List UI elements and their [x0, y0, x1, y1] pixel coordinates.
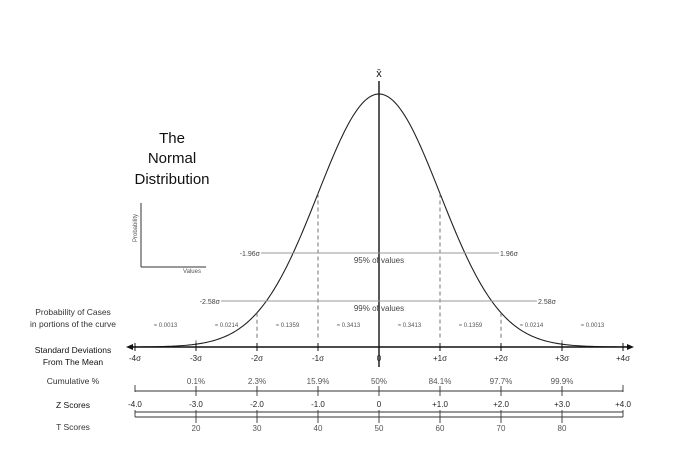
z-row-label: Z Scores [56, 400, 90, 410]
prob-value: ≈ 0.1359 [459, 323, 483, 329]
z-label: -4.0 [128, 400, 142, 409]
z-label: +4.0 [615, 400, 631, 409]
prob-value: ≈ 0.0013 [154, 323, 178, 329]
t-label: 50 [375, 424, 384, 433]
mini-axes-icon: Probability Values [133, 203, 206, 275]
prob-value: ≈ 0.3413 [398, 323, 422, 329]
sd-tick-label: 0 [377, 354, 382, 363]
sd-tick-label: +1σ [433, 354, 447, 363]
prob-value: ≈ 0.3413 [337, 323, 361, 329]
ci99-label: 99% of values [354, 304, 404, 313]
z-label: -1.0 [311, 400, 325, 409]
prob-value: ≈ 0.0013 [581, 323, 605, 329]
cum-label: 99.9% [551, 377, 574, 386]
t-label: 60 [436, 424, 445, 433]
t-row: 20 30 40 50 60 70 80 [135, 416, 623, 433]
sigma-dashed-lines [195, 193, 563, 345]
z-label: +2.0 [493, 400, 509, 409]
t-row-label: T Scores [56, 422, 90, 432]
mini-y-label: Probability [133, 214, 139, 242]
mean-symbol: x̄ [376, 68, 382, 80]
z-label: -2.0 [250, 400, 264, 409]
cum-label: 15.9% [307, 377, 330, 386]
sd-ticks: -4σ -3σ -2σ -1σ 0 +1σ +2σ +3σ +4σ [129, 343, 630, 363]
sd-axis-left-arrow [126, 344, 133, 350]
prob-row-label-2: in portions of the curve [30, 319, 116, 329]
cum-row-label: Cumulative % [47, 376, 100, 386]
prob-row-label-1: Probability of Cases [35, 307, 111, 317]
ci95-left-label: -1.96σ [240, 251, 261, 258]
z-label: -3.0 [189, 400, 203, 409]
sd-tick-label: -4σ [129, 354, 141, 363]
t-label: 40 [314, 424, 323, 433]
sd-tick-label: +2σ [494, 354, 508, 363]
ci95-right-label: 1.96σ [500, 251, 519, 258]
cum-label: 0.1% [187, 377, 205, 386]
cum-row: 0.1% 2.3% 15.9% 50% 84.1% 97.7% 99.9% [134, 377, 624, 396]
title-line-3: Distribution [134, 171, 209, 188]
ci99-left-label: -2.58σ [200, 299, 221, 306]
prob-values: ≈ 0.0013 ≈ 0.0214 ≈ 0.1359 ≈ 0.3413 ≈ 0.3413… [154, 323, 605, 329]
sd-tick-label: -3σ [190, 354, 202, 363]
mini-x-label: Values [183, 269, 201, 275]
sd-tick-label: -2σ [251, 354, 263, 363]
prob-value: ≈ 0.1359 [276, 323, 300, 329]
t-label: 30 [253, 424, 262, 433]
cum-label: 50% [371, 377, 387, 386]
z-row: -4.0 -3.0 -2.0 -1.0 0 +1.0 +2.0 +3.0 +4.0 [128, 400, 631, 417]
sd-row-label-1: Standard Deviations [35, 345, 112, 355]
sd-tick-label: +4σ [616, 354, 630, 363]
prob-value: ≈ 0.0214 [520, 323, 544, 329]
z-label: +1.0 [432, 400, 448, 409]
z-label: 0 [377, 400, 382, 409]
cum-label: 84.1% [429, 377, 452, 386]
sd-axis-right-arrow [627, 344, 634, 350]
cum-label: 97.7% [490, 377, 513, 386]
z-label: +3.0 [554, 400, 570, 409]
prob-value: ≈ 0.0214 [215, 323, 239, 329]
sd-tick-label: +3σ [555, 354, 569, 363]
ci99-right-label: 2.58σ [538, 299, 557, 306]
sd-row-label-2: From The Mean [43, 357, 104, 367]
t-label: 80 [558, 424, 567, 433]
title-line-1: The [159, 130, 185, 147]
t-label: 20 [192, 424, 201, 433]
t-label: 70 [497, 424, 506, 433]
sd-tick-label: -1σ [312, 354, 324, 363]
ci95-label: 95% of values [354, 256, 404, 265]
title-line-2: Normal [148, 150, 196, 167]
cum-label: 2.3% [248, 377, 266, 386]
